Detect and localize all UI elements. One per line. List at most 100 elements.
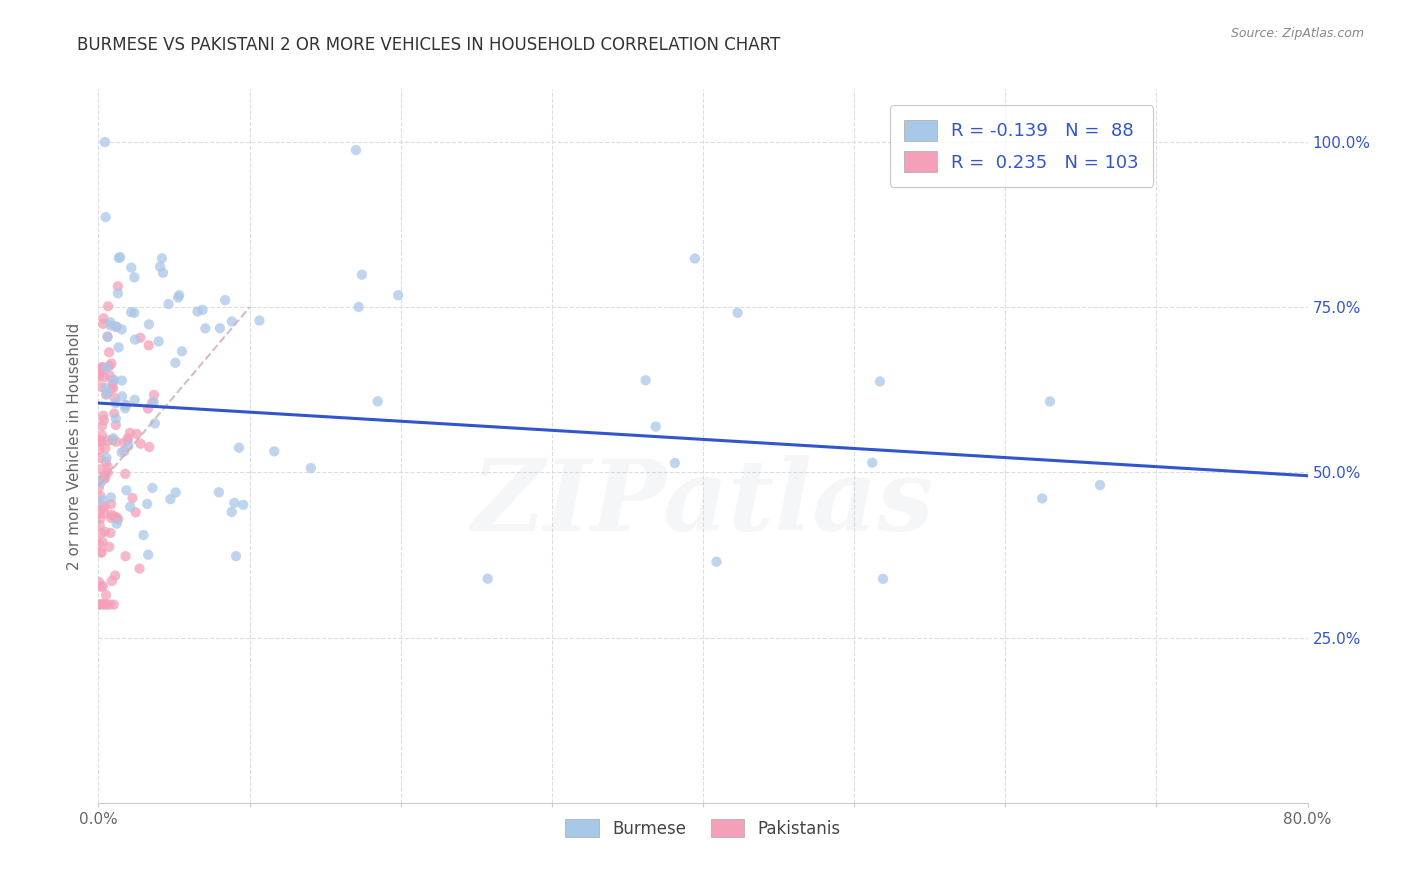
Y-axis label: 2 or more Vehicles in Household: 2 or more Vehicles in Household <box>67 322 83 570</box>
Burmese <box>114 399 136 413</box>
Burmese <box>97 330 120 344</box>
Pakistanis <box>105 320 128 334</box>
Pakistanis <box>93 370 115 384</box>
Burmese <box>94 210 117 224</box>
Pakistanis <box>87 574 110 589</box>
Burmese <box>96 360 118 375</box>
Text: Source: ZipAtlas.com: Source: ZipAtlas.com <box>1230 27 1364 40</box>
Pakistanis <box>90 526 112 541</box>
Pakistanis <box>90 462 112 476</box>
Burmese <box>104 396 127 410</box>
Burmese <box>91 493 114 508</box>
Pakistanis <box>87 370 110 384</box>
Burmese <box>228 441 250 455</box>
Burmese <box>94 135 117 149</box>
Burmese <box>141 481 163 495</box>
Pakistanis <box>96 598 118 612</box>
Burmese <box>186 304 208 318</box>
Pakistanis <box>101 433 124 447</box>
Pakistanis <box>93 469 115 483</box>
Burmese <box>108 250 131 264</box>
Pakistanis <box>93 598 115 612</box>
Burmese <box>249 313 271 327</box>
Pakistanis <box>100 525 122 540</box>
Pakistanis <box>90 545 112 559</box>
Burmese <box>124 392 146 407</box>
Pakistanis <box>97 460 120 475</box>
Pakistanis <box>115 398 138 412</box>
Pakistanis <box>91 317 114 331</box>
Burmese <box>96 386 118 401</box>
Burmese <box>387 288 409 302</box>
Pakistanis <box>105 510 128 524</box>
Burmese <box>120 305 142 319</box>
Burmese <box>149 260 172 274</box>
Burmese <box>263 444 285 458</box>
Burmese <box>299 461 322 475</box>
Text: BURMESE VS PAKISTANI 2 OR MORE VEHICLES IN HOUSEHOLD CORRELATION CHART: BURMESE VS PAKISTANI 2 OR MORE VEHICLES … <box>77 36 780 54</box>
Pakistanis <box>104 568 127 582</box>
Burmese <box>477 572 499 586</box>
Pakistanis <box>98 540 121 554</box>
Pakistanis <box>104 391 127 405</box>
Burmese <box>136 548 159 562</box>
Burmese <box>150 252 173 266</box>
Burmese <box>347 300 370 314</box>
Burmese <box>191 302 214 317</box>
Burmese <box>1088 478 1111 492</box>
Pakistanis <box>91 535 114 549</box>
Pakistanis <box>89 442 111 457</box>
Pakistanis <box>87 480 110 494</box>
Pakistanis <box>94 442 117 456</box>
Burmese <box>105 319 128 334</box>
Burmese <box>683 252 706 266</box>
Pakistanis <box>93 413 115 427</box>
Pakistanis <box>98 359 121 373</box>
Burmese <box>108 251 131 265</box>
Pakistanis <box>103 598 125 612</box>
Pakistanis <box>90 511 112 525</box>
Burmese <box>124 270 146 285</box>
Burmese <box>120 260 142 275</box>
Burmese <box>221 505 243 519</box>
Burmese <box>165 356 187 370</box>
Burmese <box>869 375 891 389</box>
Burmese <box>221 314 243 328</box>
Pakistanis <box>128 561 150 575</box>
Pakistanis <box>118 425 141 440</box>
Burmese <box>159 492 181 507</box>
Burmese <box>96 450 118 465</box>
Burmese <box>103 431 125 445</box>
Pakistanis <box>101 376 124 391</box>
Burmese <box>117 439 139 453</box>
Burmese <box>103 372 125 386</box>
Burmese <box>142 395 165 409</box>
Pakistanis <box>93 360 115 375</box>
Burmese <box>124 333 146 347</box>
Pakistanis <box>129 331 152 345</box>
Pakistanis <box>91 418 114 433</box>
Pakistanis <box>101 381 124 395</box>
Pakistanis <box>114 467 136 481</box>
Pakistanis <box>89 365 111 379</box>
Pakistanis <box>94 506 117 520</box>
Pakistanis <box>104 417 127 432</box>
Pakistanis <box>94 499 117 513</box>
Burmese <box>727 306 749 320</box>
Pakistanis <box>112 444 135 458</box>
Pakistanis <box>87 474 110 488</box>
Pakistanis <box>89 489 111 503</box>
Burmese <box>860 456 883 470</box>
Burmese <box>170 344 193 359</box>
Pakistanis <box>100 497 122 511</box>
Burmese <box>194 321 217 335</box>
Pakistanis <box>107 512 129 526</box>
Burmese <box>148 334 170 349</box>
Burmese <box>136 497 159 511</box>
Burmese <box>111 445 134 459</box>
Pakistanis <box>89 518 111 533</box>
Pakistanis <box>89 536 111 550</box>
Pakistanis <box>112 435 135 450</box>
Pakistanis <box>100 381 122 395</box>
Burmese <box>208 321 231 335</box>
